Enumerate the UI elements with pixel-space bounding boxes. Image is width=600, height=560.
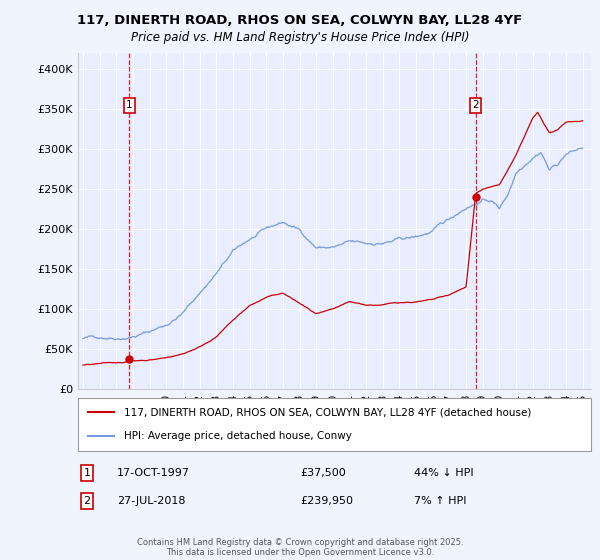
Text: 44% ↓ HPI: 44% ↓ HPI <box>414 468 473 478</box>
Text: 1: 1 <box>126 100 133 110</box>
FancyBboxPatch shape <box>78 398 591 451</box>
Text: HPI: Average price, detached house, Conwy: HPI: Average price, detached house, Conw… <box>124 431 352 441</box>
Text: 117, DINERTH ROAD, RHOS ON SEA, COLWYN BAY, LL28 4YF (detached house): 117, DINERTH ROAD, RHOS ON SEA, COLWYN B… <box>124 408 532 418</box>
Text: Contains HM Land Registry data © Crown copyright and database right 2025.
This d: Contains HM Land Registry data © Crown c… <box>137 538 463 557</box>
Text: £239,950: £239,950 <box>300 496 353 506</box>
Text: 2: 2 <box>472 100 479 110</box>
Text: 1: 1 <box>83 468 91 478</box>
Text: 117, DINERTH ROAD, RHOS ON SEA, COLWYN BAY, LL28 4YF: 117, DINERTH ROAD, RHOS ON SEA, COLWYN B… <box>77 14 523 27</box>
Text: 7% ↑ HPI: 7% ↑ HPI <box>414 496 467 506</box>
Text: 27-JUL-2018: 27-JUL-2018 <box>117 496 185 506</box>
Text: Price paid vs. HM Land Registry's House Price Index (HPI): Price paid vs. HM Land Registry's House … <box>131 31 469 44</box>
Text: 2: 2 <box>83 496 91 506</box>
Text: £37,500: £37,500 <box>300 468 346 478</box>
Text: 17-OCT-1997: 17-OCT-1997 <box>117 468 190 478</box>
